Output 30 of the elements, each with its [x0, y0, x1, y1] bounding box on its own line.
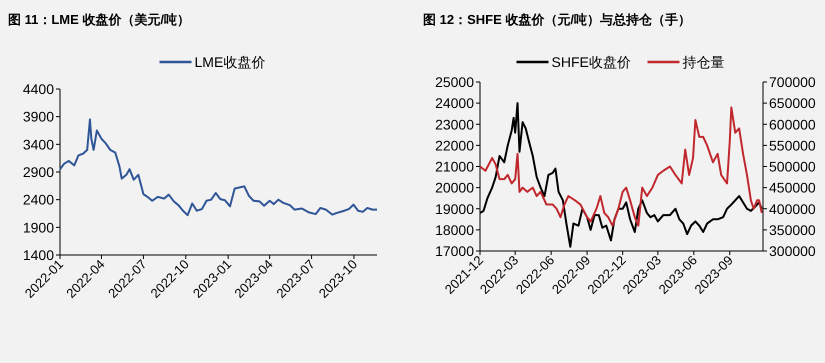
legend-label: SHFE收盘价 — [552, 54, 631, 70]
y-tick-label: 3400 — [22, 136, 54, 152]
y2-tick-label: 450000 — [769, 180, 816, 196]
y2-tick-label: 300000 — [769, 243, 816, 259]
y-tick-label: 17000 — [435, 243, 474, 259]
chart-title: 图 11：LME 收盘价（美元/吨） — [8, 12, 190, 27]
y2-tick-label: 650000 — [769, 95, 816, 112]
y-tick-label: 1900 — [22, 219, 54, 236]
y-tick-label: 20000 — [435, 180, 474, 196]
y-tick-label: 22000 — [435, 137, 474, 154]
y-tick-label: 21000 — [435, 158, 474, 174]
y2-tick-label: 600000 — [769, 116, 816, 132]
y-tick-label: 1400 — [22, 247, 54, 263]
y-tick-label: 3900 — [22, 108, 54, 125]
y2-tick-label: 700000 — [769, 74, 816, 90]
legend-label: LME收盘价 — [194, 54, 266, 70]
y-tick-label: 25000 — [435, 74, 474, 90]
y-tick-label: 24000 — [435, 95, 474, 112]
y2-tick-label: 550000 — [769, 137, 816, 154]
y-tick-label: 19000 — [435, 200, 474, 217]
legend-label: 持仓量 — [682, 54, 724, 70]
y-tick-label: 2900 — [22, 164, 54, 180]
chart-title: 图 12：SHFE 收盘价（元/吨）与总持仓（手） — [423, 12, 691, 27]
y-tick-label: 4400 — [22, 81, 54, 97]
y2-tick-label: 350000 — [769, 222, 816, 238]
y-tick-label: 2400 — [22, 192, 54, 208]
y2-tick-label: 500000 — [769, 158, 816, 174]
y-tick-label: 18000 — [435, 222, 474, 238]
y2-tick-label: 400000 — [769, 200, 816, 217]
y-tick-label: 23000 — [435, 116, 474, 132]
